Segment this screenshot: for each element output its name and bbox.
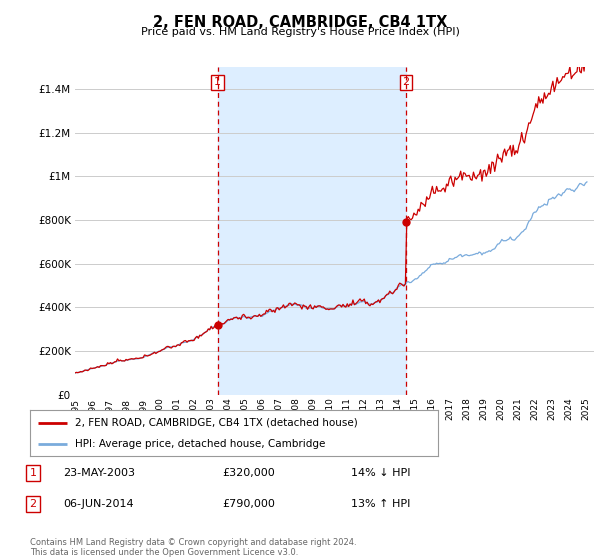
Text: 2, FEN ROAD, CAMBRIDGE, CB4 1TX: 2, FEN ROAD, CAMBRIDGE, CB4 1TX xyxy=(153,15,447,30)
Text: £790,000: £790,000 xyxy=(222,499,275,509)
Text: 14% ↓ HPI: 14% ↓ HPI xyxy=(351,468,410,478)
Text: £320,000: £320,000 xyxy=(222,468,275,478)
Text: Price paid vs. HM Land Registry's House Price Index (HPI): Price paid vs. HM Land Registry's House … xyxy=(140,27,460,37)
Text: 1: 1 xyxy=(214,77,221,87)
Text: HPI: Average price, detached house, Cambridge: HPI: Average price, detached house, Camb… xyxy=(75,439,325,449)
Bar xyxy=(218,67,406,395)
Text: 2: 2 xyxy=(403,77,410,87)
Text: 23-MAY-2003: 23-MAY-2003 xyxy=(63,468,135,478)
Text: 2, FEN ROAD, CAMBRIDGE, CB4 1TX (detached house): 2, FEN ROAD, CAMBRIDGE, CB4 1TX (detache… xyxy=(75,418,358,428)
Text: 13% ↑ HPI: 13% ↑ HPI xyxy=(351,499,410,509)
Text: 1: 1 xyxy=(29,468,37,478)
Text: Contains HM Land Registry data © Crown copyright and database right 2024.
This d: Contains HM Land Registry data © Crown c… xyxy=(30,538,356,557)
Text: 2: 2 xyxy=(29,499,37,509)
Text: 06-JUN-2014: 06-JUN-2014 xyxy=(63,499,134,509)
